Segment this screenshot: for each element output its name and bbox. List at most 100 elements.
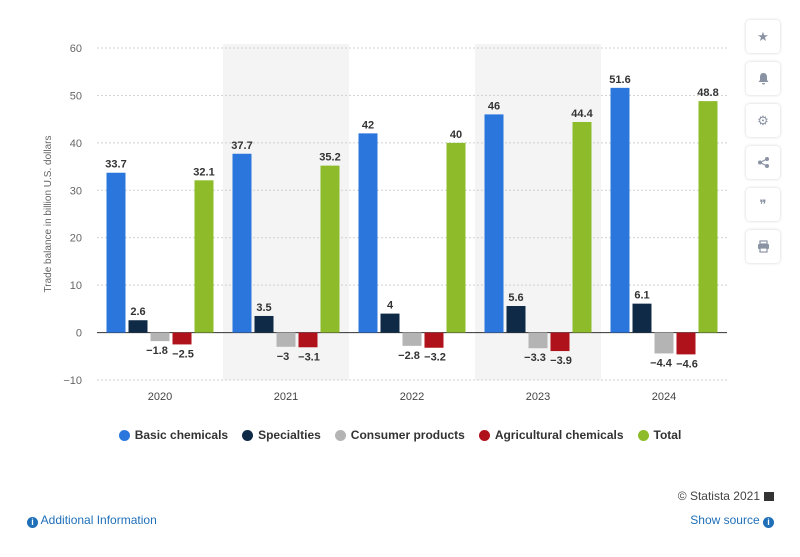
x-category-label: 2024 [652, 391, 676, 403]
data-label: 46 [488, 100, 500, 112]
print-icon[interactable] [746, 230, 780, 263]
y-tick-label: 10 [70, 280, 82, 292]
data-label: −3.3 [524, 352, 546, 364]
info-icon: i [27, 517, 38, 528]
bar [298, 332, 318, 348]
quote-icon[interactable]: ❞ [746, 188, 780, 221]
y-tick-label: 30 [70, 185, 82, 197]
legend-swatch [334, 429, 346, 441]
legend: Basic chemicals Specialties Consumer produ… [0, 428, 800, 442]
info-icon: i [763, 517, 774, 528]
y-axis-label: Trade balance in billion U.S. dollars [43, 136, 54, 293]
y-tick-label: 50 [70, 90, 82, 102]
bar [128, 320, 148, 333]
data-label: 42 [362, 119, 374, 131]
bar [106, 172, 126, 333]
data-label: −3.2 [424, 352, 446, 364]
bar [550, 332, 570, 352]
legend-swatch [118, 429, 130, 441]
legend-item[interactable]: Basic chemicals [118, 428, 229, 442]
bar [380, 313, 400, 333]
legend-label: Consumer products [350, 428, 465, 442]
data-label: 4 [387, 300, 394, 312]
category-bands [223, 44, 601, 380]
data-label: 40 [450, 129, 462, 141]
bar [446, 142, 466, 333]
data-label: 3.5 [256, 302, 271, 314]
bell-icon[interactable] [746, 62, 780, 95]
bar [276, 332, 296, 347]
bar [676, 332, 696, 355]
bar [232, 153, 252, 333]
show-source-link[interactable]: Show source i [690, 513, 774, 528]
x-category-label: 2020 [148, 391, 172, 403]
data-label: 6.1 [634, 290, 649, 302]
bar [484, 114, 504, 333]
additional-information-label: Additional Information [40, 513, 157, 527]
data-label: −2.8 [398, 350, 420, 362]
data-label: 37.7 [231, 140, 252, 152]
x-category-label: 2022 [400, 391, 424, 403]
legend-label: Agricultural chemicals [494, 428, 624, 442]
x-axis-categories: 2020 2021 2022 2023 2024 [148, 391, 676, 403]
bar [320, 165, 340, 333]
star-icon[interactable]: ★ [746, 20, 780, 53]
gear-icon[interactable]: ⚙ [746, 104, 780, 137]
bars [106, 87, 718, 355]
data-label: −3.9 [550, 355, 572, 367]
side-toolbar: ★ ⚙ ❞ [746, 20, 780, 263]
show-source-label: Show source [690, 513, 760, 527]
y-tick-label: 40 [70, 138, 82, 150]
legend-item[interactable]: Agricultural chemicals [478, 428, 624, 442]
bar [358, 133, 378, 333]
legend-item[interactable]: Total [637, 428, 682, 442]
legend-item[interactable]: Specialties [242, 428, 321, 442]
data-label: 51.6 [609, 74, 630, 86]
data-label: 32.1 [193, 166, 214, 178]
y-axis-ticks: −10 0 10 20 30 40 50 60 [63, 43, 82, 387]
bar [402, 332, 422, 346]
data-labels: 33.7 2.6 −1.8 −2.5 32.1 37.7 3.5 −3 −3.1 35.2 42 4 −… [105, 74, 718, 371]
bar [424, 332, 444, 348]
data-label: 5.6 [508, 292, 523, 304]
legend-label: Basic chemicals [134, 428, 229, 442]
data-label: 2.6 [130, 306, 145, 318]
y-tick-label: 60 [70, 43, 82, 55]
bar [172, 332, 192, 345]
y-tick-label: 0 [76, 328, 82, 340]
y-tick-label: −10 [63, 375, 82, 387]
bar [150, 332, 170, 342]
data-label: −4.6 [676, 358, 698, 370]
statista-credit[interactable]: © Statista 2021 [678, 489, 774, 503]
y-tick-label: 20 [70, 233, 82, 245]
legend-swatch [478, 429, 490, 441]
bar [506, 306, 526, 333]
data-label: −3.1 [298, 351, 320, 363]
legend-swatch [637, 429, 649, 441]
bar [528, 332, 548, 349]
bar [654, 332, 674, 354]
data-label: 35.2 [319, 152, 340, 164]
legend-swatch [242, 429, 254, 441]
bar [254, 315, 274, 333]
credit-text: © Statista 2021 [677, 489, 760, 503]
bar [572, 121, 592, 333]
legend-label: Specialties [258, 428, 321, 442]
bar [698, 101, 718, 333]
data-label: 44.4 [571, 108, 593, 120]
share-icon[interactable] [746, 146, 780, 179]
data-label: −3 [277, 351, 290, 363]
flag-icon [764, 492, 774, 501]
bar [194, 180, 214, 333]
additional-information-link[interactable]: i Additional Information [27, 513, 157, 528]
legend-item[interactable]: Consumer products [334, 428, 465, 442]
bar-chart: −10 0 10 20 30 40 50 60 33.7 2.6 −1.8 −2.5 32.1 37.7… [43, 43, 727, 403]
bar [610, 87, 630, 333]
legend-label: Total [653, 428, 682, 442]
data-label: −4.4 [650, 357, 673, 369]
bar [632, 303, 652, 333]
x-category-label: 2021 [274, 391, 298, 403]
data-label: −1.8 [146, 345, 168, 357]
x-category-label: 2023 [526, 391, 550, 403]
